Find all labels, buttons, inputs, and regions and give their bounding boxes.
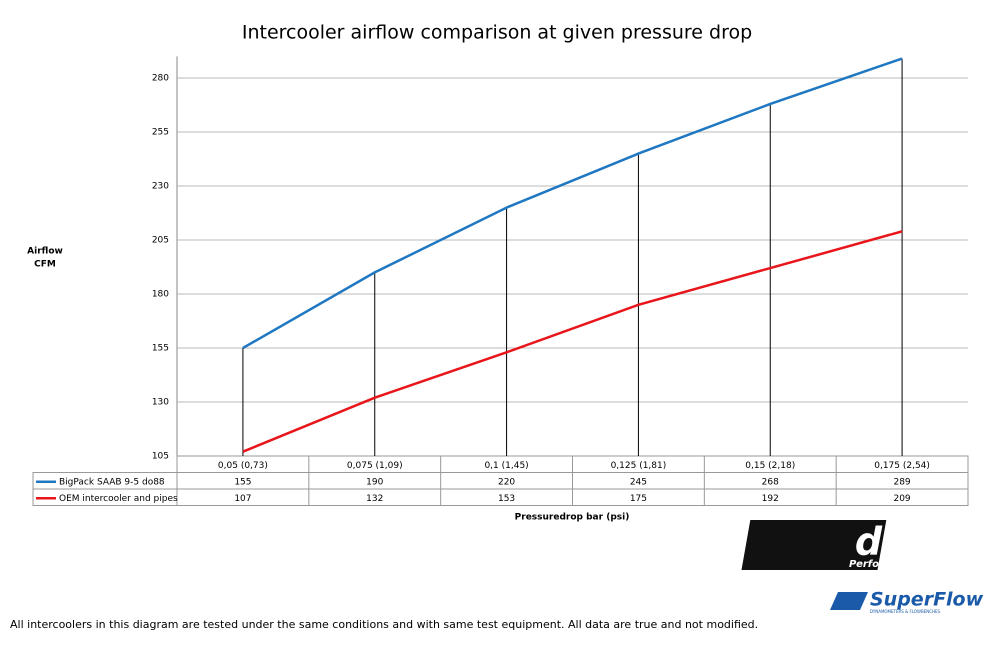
y-axis-label: Airflow: [27, 247, 63, 257]
x-axis-label: Pressuredrop bar (psi): [515, 513, 630, 523]
x-tick-label: 0,15 (2,18): [745, 461, 795, 471]
x-tick-label: 0,125 (1,81): [611, 461, 667, 471]
do88-logo: do88 Performance: [741, 520, 961, 570]
table-value: 155: [234, 477, 251, 487]
x-tick-label: 0,05 (0,73): [218, 461, 268, 471]
table-value: 268: [762, 477, 779, 487]
x-tick-label: 0,175 (2,54): [874, 461, 930, 471]
logo-text: SuperFlow: [870, 589, 984, 611]
y-tick-label: 230: [152, 182, 169, 192]
table-value: 192: [762, 494, 779, 504]
chart-title: Intercooler airflow comparison at given …: [242, 22, 752, 44]
table-value: 175: [630, 494, 647, 504]
x-tick-label: 0,1 (1,45): [484, 461, 528, 471]
x-tick-label: 0,075 (1,09): [347, 461, 403, 471]
table-value: 132: [366, 494, 383, 504]
series-line: [242, 230, 903, 453]
legend-label: BigPack SAAB 9-5 do88: [59, 477, 165, 487]
table-value: 289: [893, 477, 910, 487]
table-value: 245: [630, 477, 647, 487]
logo-text: do88: [855, 520, 961, 564]
logo-subtext: Performance: [849, 559, 921, 570]
series-line: [242, 57, 903, 350]
superflow-logo: SuperFlow DYNAMOMETERS & FLOWBENCHES: [830, 589, 984, 614]
footnote: All intercoolers in this diagram are tes…: [10, 618, 758, 631]
logo-subtext: DYNAMOMETERS & FLOWBENCHES: [870, 609, 941, 614]
logo-icon: [830, 592, 868, 610]
table-value: 209: [893, 494, 910, 504]
y-tick-label: 180: [152, 290, 169, 300]
y-tick-label: 255: [152, 128, 169, 138]
y-tick-label: 130: [152, 398, 169, 408]
table-value: 220: [498, 477, 515, 487]
y-tick-label: 155: [152, 344, 169, 354]
y-axis-unit: CFM: [34, 260, 56, 270]
logo-bg: [741, 520, 887, 570]
y-tick-label: 205: [152, 236, 169, 246]
table-value: 153: [498, 494, 515, 504]
table-value: 107: [234, 494, 251, 504]
legend-label: OEM intercooler and pipes: [59, 494, 178, 504]
y-tick-label: 280: [152, 74, 169, 84]
table-value: 190: [366, 477, 383, 487]
y-tick-label: 105: [152, 452, 169, 462]
